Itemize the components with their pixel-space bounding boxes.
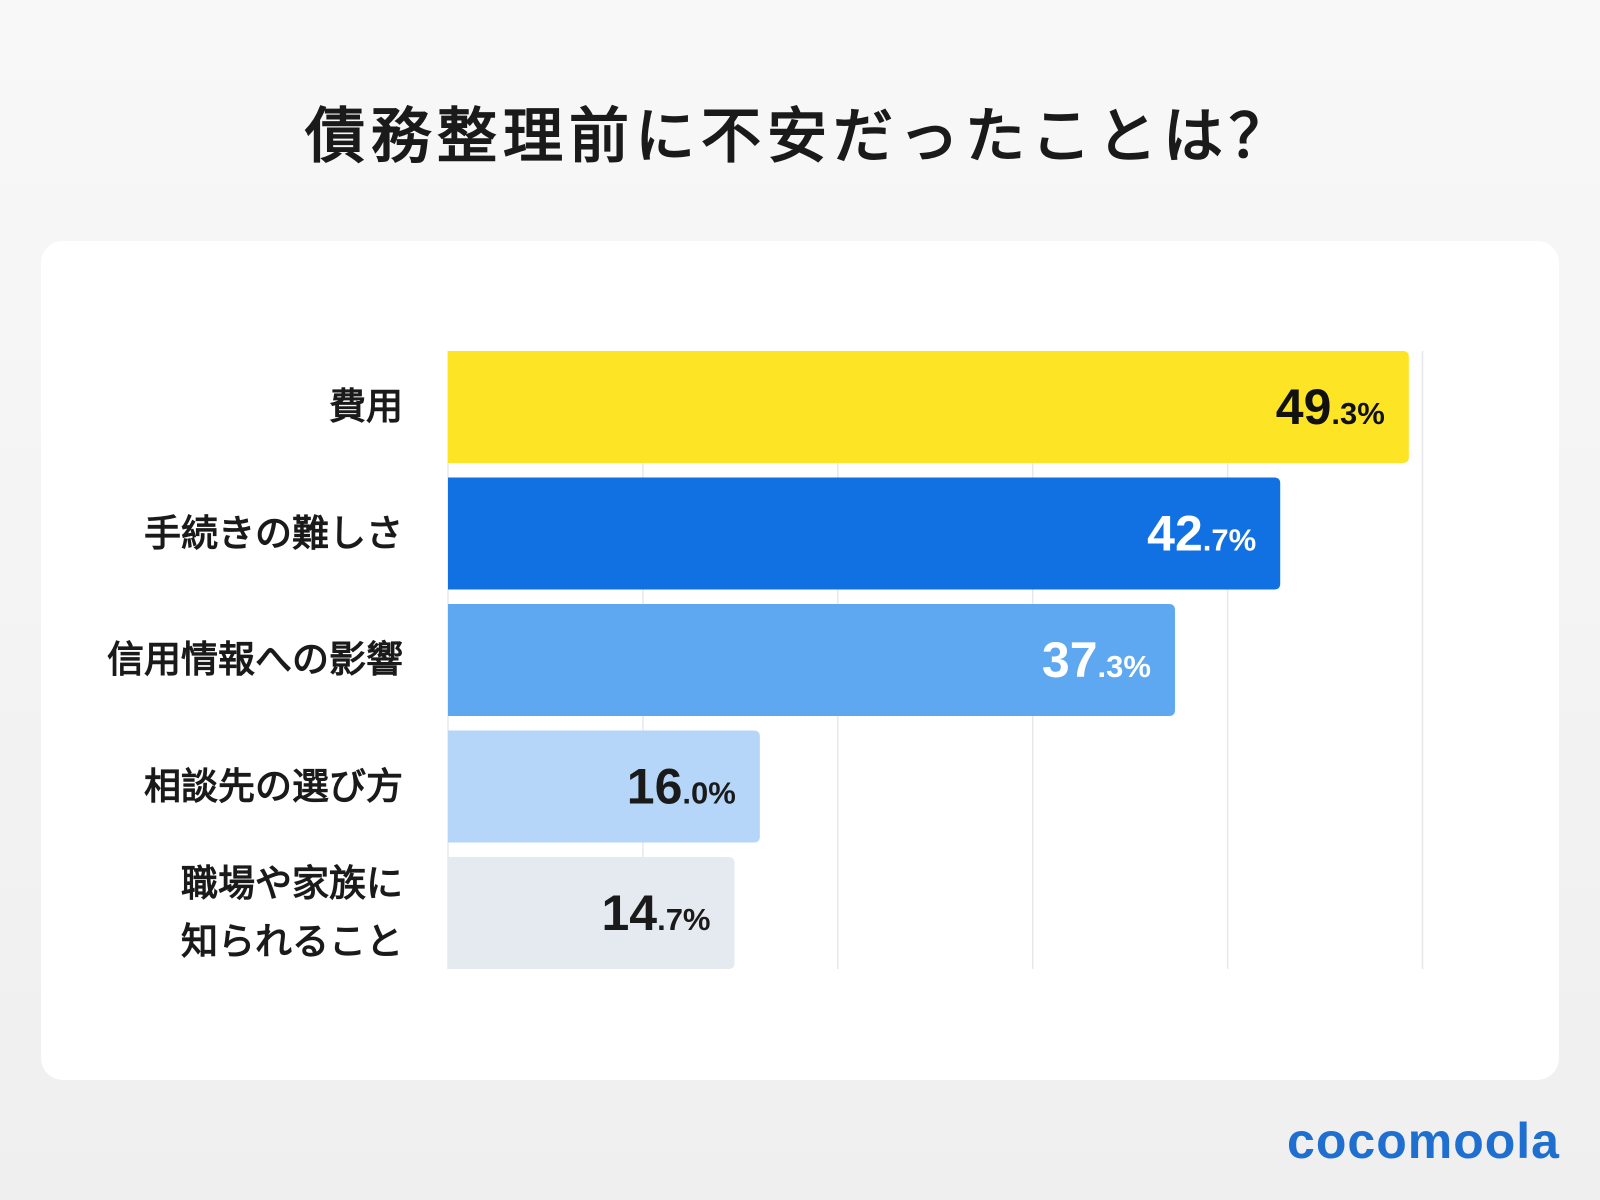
- bar: [448, 351, 1409, 463]
- category-label: 信用情報への影響: [107, 638, 403, 681]
- bar: [448, 857, 735, 969]
- bar: [448, 477, 1281, 590]
- category-label: 費用: [329, 385, 403, 428]
- data-label: 16.0%: [627, 759, 736, 815]
- category-label: 職場や家族に 知られること: [181, 862, 403, 963]
- category-label: 相談先の選び方: [144, 764, 403, 808]
- bar: [448, 730, 760, 843]
- brand-logo: cocomoola: [1287, 1113, 1560, 1169]
- bar: [448, 604, 1175, 716]
- data-label: 42.7%: [1147, 506, 1256, 562]
- chart-title: 債務整理前に不安だったことは？: [305, 102, 1295, 172]
- category-label: 手続きの難しさ: [144, 511, 403, 555]
- data-label: 49.3%: [1276, 379, 1385, 435]
- data-label: 37.3%: [1042, 632, 1151, 688]
- data-label: 14.7%: [601, 885, 710, 941]
